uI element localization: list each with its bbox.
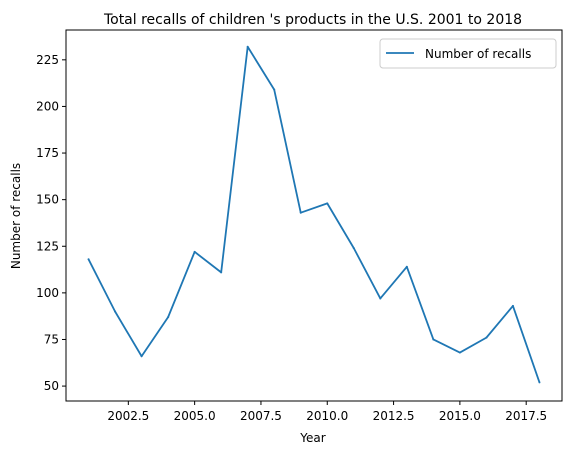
y-tick-label: 75: [44, 332, 59, 346]
data-point: [220, 271, 223, 274]
legend: Number of recalls: [379, 38, 557, 69]
y-tick-label: 50: [44, 379, 59, 393]
y-tick-label: 200: [36, 99, 59, 113]
data-point: [299, 211, 302, 214]
data-point: [405, 265, 408, 268]
data-point: [432, 338, 435, 341]
chart-title: Total recalls of children 's products in…: [103, 12, 522, 28]
data-point: [326, 202, 329, 205]
x-axis-title: Year: [299, 431, 325, 445]
x-tick-label: 2017.5: [505, 409, 547, 423]
data-point: [114, 310, 117, 313]
x-tick-label: 2012.5: [373, 409, 415, 423]
y-tick-label: 125: [36, 239, 59, 253]
y-tick-label: 100: [36, 286, 59, 300]
y-axis-title: Number of recalls: [9, 163, 23, 269]
plot-frame: [65, 29, 563, 402]
series-layer: [87, 45, 541, 384]
data-point: [273, 88, 276, 91]
y-tick-label: 225: [36, 53, 59, 67]
x-tick-label: 2005.0: [174, 409, 216, 423]
data-point: [193, 250, 196, 253]
legend-box: [379, 38, 557, 69]
plot-area: [66, 30, 562, 401]
y-axis: 50 75 100 125 150 175 200 225: [36, 53, 66, 393]
data-point: [352, 247, 355, 250]
data-point: [485, 336, 488, 339]
x-tick-label: 2002.5: [107, 409, 149, 423]
data-point: [87, 258, 90, 261]
data-point: [458, 351, 461, 354]
data-point: [379, 297, 382, 300]
y-tick-label: 150: [36, 193, 59, 207]
data-point: [511, 304, 514, 307]
x-tick-label: 2010.0: [306, 409, 348, 423]
data-point: [140, 355, 143, 358]
legend-label: Number of recalls: [425, 47, 531, 61]
data-point: [246, 45, 249, 48]
x-tick-label: 2015.0: [439, 409, 481, 423]
series-line: [87, 45, 541, 383]
x-axis: 2002.5 2005.0 2007.5 2010.0 2012.5 2015.0 2017…: [107, 401, 547, 423]
y-tick-label: 175: [36, 146, 59, 160]
data-point: [167, 316, 170, 319]
data-point: [538, 381, 541, 384]
x-tick-label: 2007.5: [240, 409, 282, 423]
